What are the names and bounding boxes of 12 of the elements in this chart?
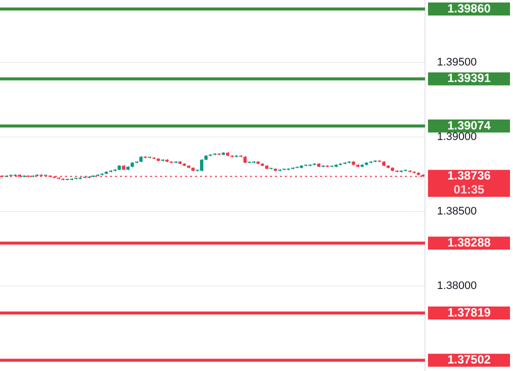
ref-line-label: 1.39074 [447, 118, 492, 132]
text: 01:35 [454, 182, 485, 197]
ref-line-label: 1.38288 [447, 235, 492, 250]
y-tick-label: 1.38000 [437, 280, 477, 292]
ref-line-label: 1.39391 [447, 71, 492, 86]
y-tick-label: 1.38500 [437, 206, 477, 218]
y-tick-label: 1.39500 [437, 56, 477, 69]
ref-line-label: 1.39860 [447, 1, 492, 16]
y-tick-label: 1.39000 [437, 131, 477, 144]
ref-line-label: 1.37502 [447, 352, 492, 367]
ref-line-label: 1.37819 [447, 305, 492, 320]
ref-line-label: 1.38736 [447, 168, 492, 183]
